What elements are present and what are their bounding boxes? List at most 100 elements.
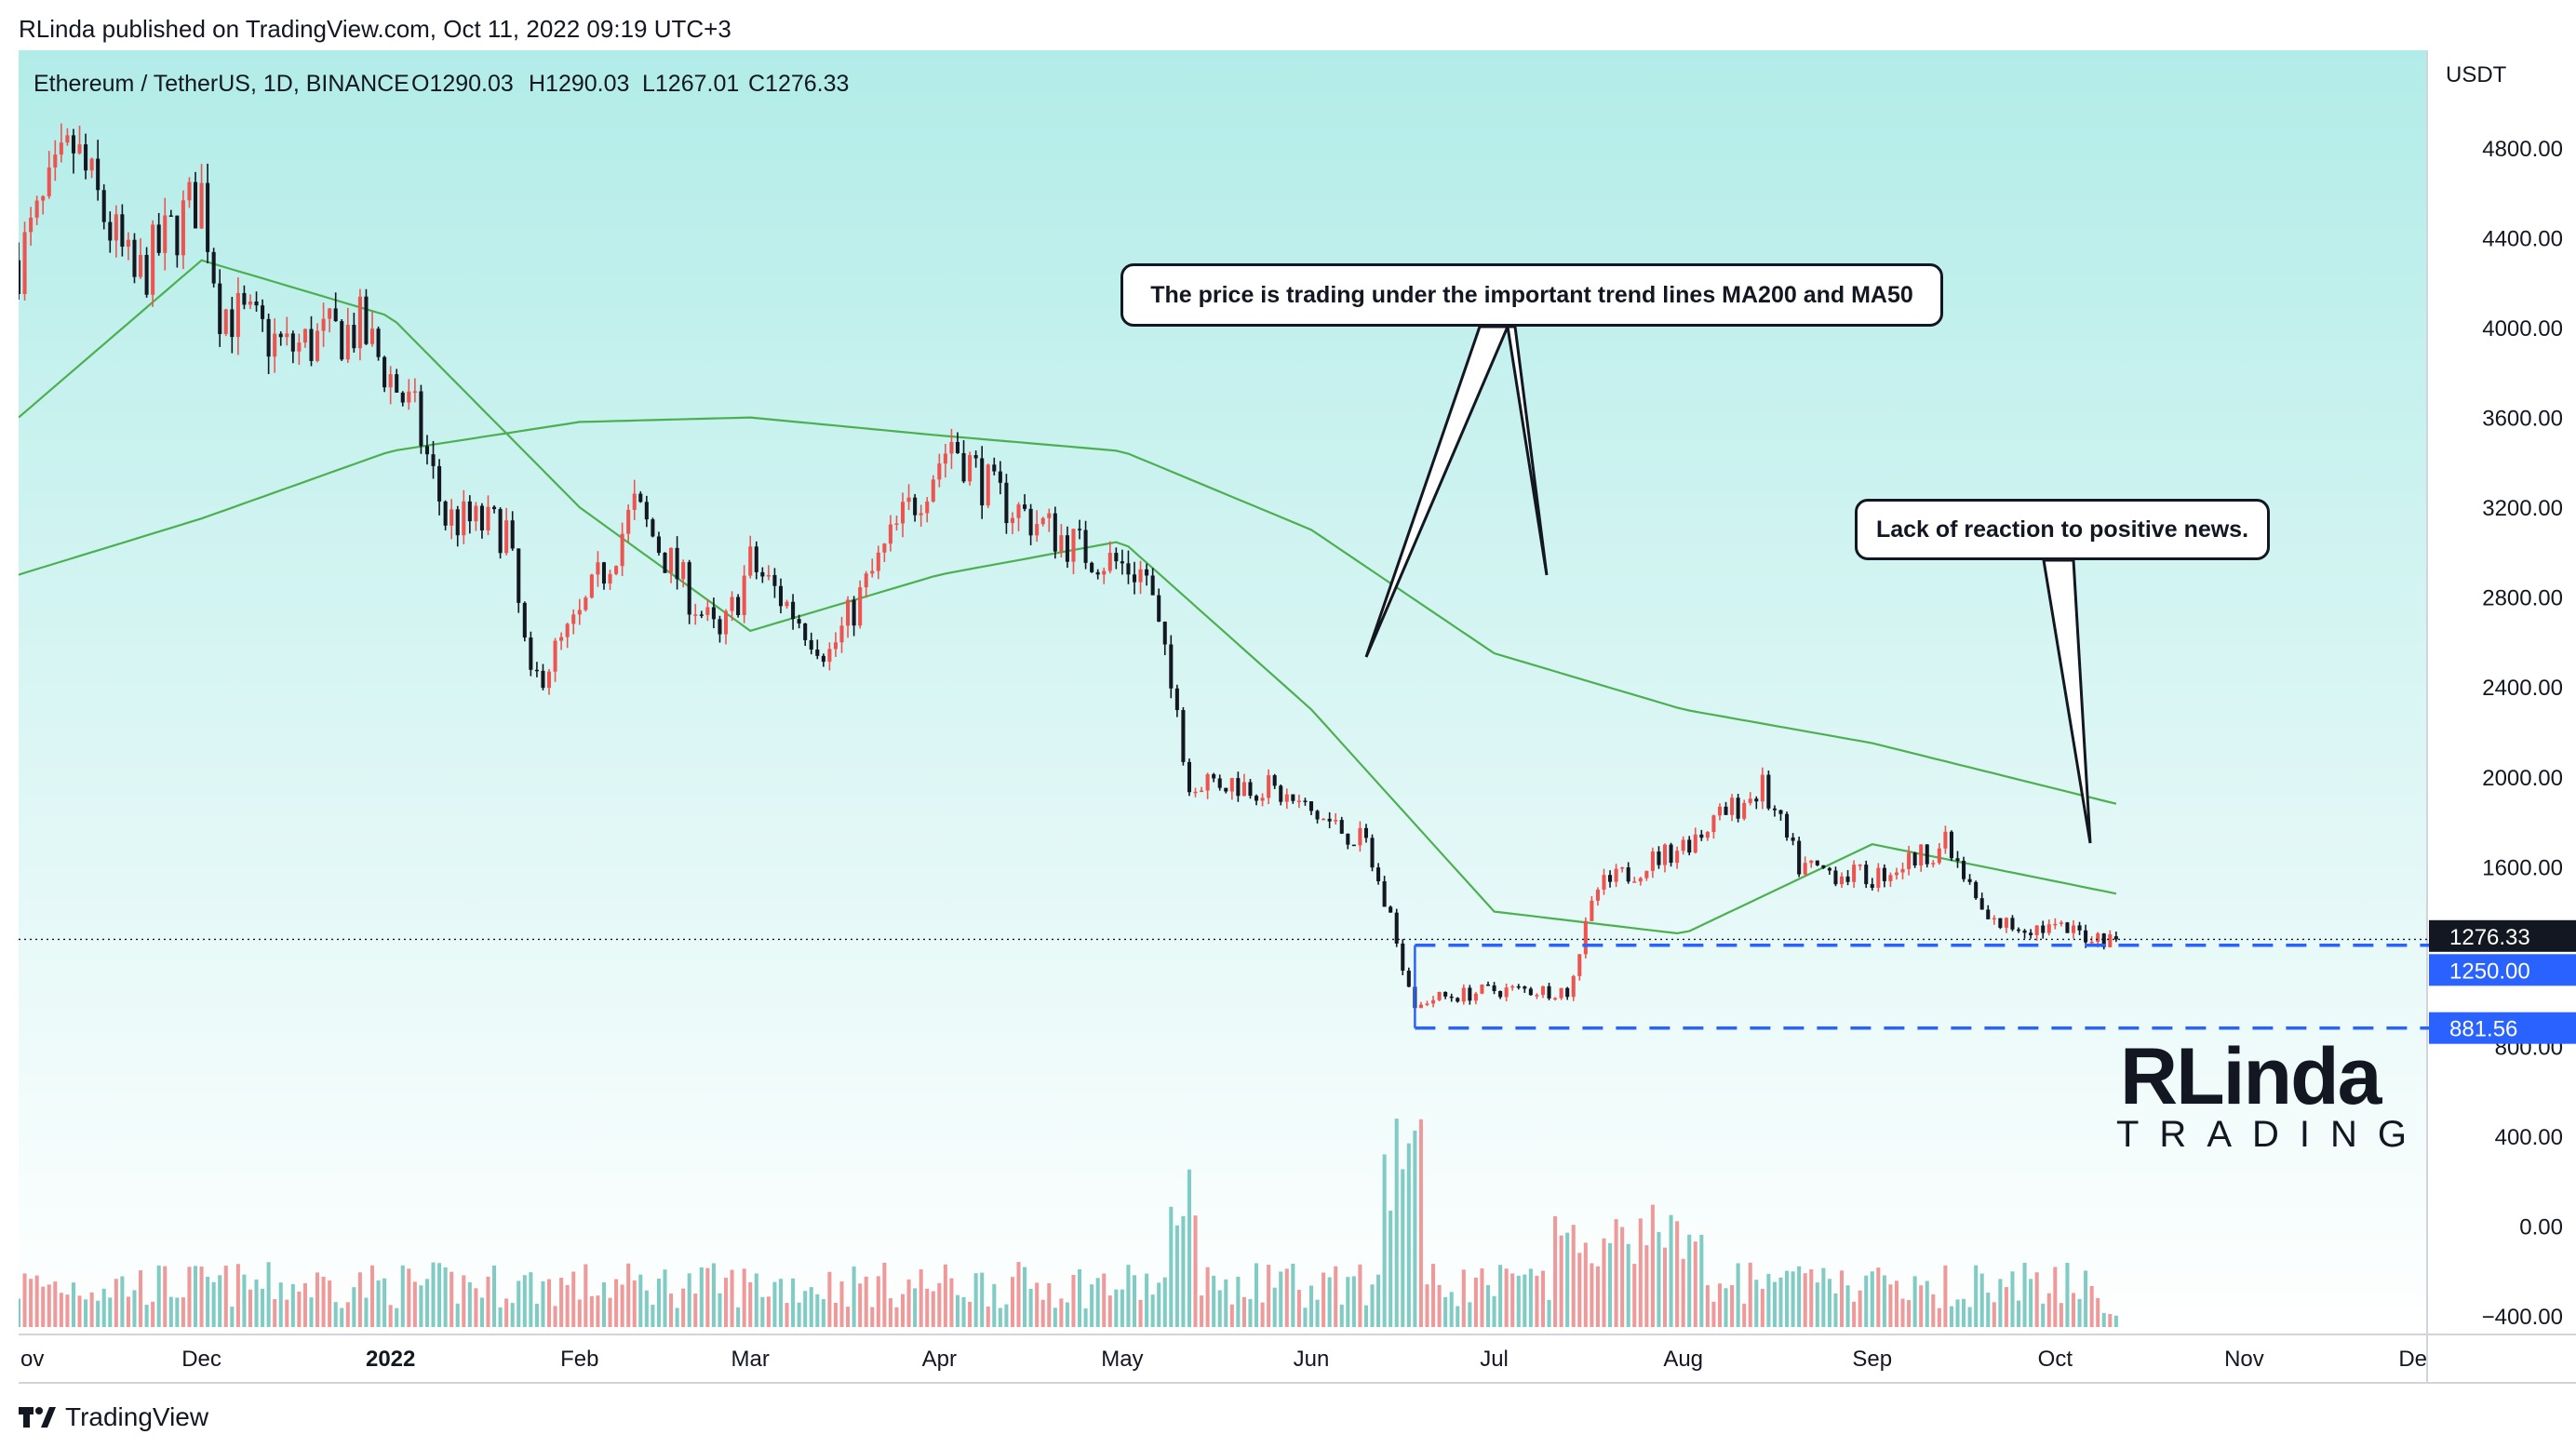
tradingview-logo-icon <box>19 1407 56 1428</box>
candle-body <box>1107 553 1112 571</box>
volume-bar <box>290 1283 295 1327</box>
tradingview-brand[interactable]: TradingView <box>19 1399 208 1436</box>
candle-body <box>839 625 844 643</box>
candle-body <box>1382 881 1387 907</box>
candle-body <box>1602 875 1606 891</box>
volume-bar <box>1334 1266 1338 1327</box>
volume-bar <box>1986 1292 1991 1327</box>
volume-bar <box>1833 1293 1838 1327</box>
candle-body <box>1687 839 1692 853</box>
candle-body <box>1083 530 1088 563</box>
volume-bar <box>656 1279 661 1327</box>
volume-bar <box>1363 1305 1369 1327</box>
candle-body <box>388 374 393 388</box>
candle-body <box>1711 815 1716 833</box>
price-tick-label: 2800.00 <box>2482 586 2563 611</box>
volume-bar <box>961 1297 966 1327</box>
volume-bar <box>1260 1302 1265 1327</box>
candle-body <box>211 251 216 284</box>
volume-bar <box>1730 1285 1735 1327</box>
volume-bar <box>1382 1154 1387 1327</box>
candle-body <box>1992 918 1996 920</box>
volume-bar <box>730 1269 734 1327</box>
candle-body <box>1181 710 1186 762</box>
candle-body <box>723 610 729 635</box>
candle-body <box>1449 996 1454 999</box>
candle-body <box>1315 811 1320 820</box>
volume-bar <box>1016 1262 1021 1327</box>
candle-body <box>1053 513 1057 552</box>
legend-high: H1290.03 <box>529 71 629 97</box>
volume-bar <box>601 1282 607 1327</box>
chart-frame[interactable]: 4800.00 4400.00 4000.00 3600.00 3200.00 2800.… <box>16 50 2576 1390</box>
candle-body <box>1943 831 1948 849</box>
volume-bar <box>474 1288 478 1327</box>
tradingview-wordmark: TradingView <box>65 1402 209 1431</box>
candle-body <box>1236 778 1241 797</box>
candle-body <box>437 465 442 502</box>
price-tick-label: 4400.00 <box>2482 227 2563 252</box>
candle-body <box>1363 827 1369 838</box>
volume-bar <box>2071 1293 2076 1327</box>
volume-bar <box>772 1281 777 1327</box>
candle-body <box>529 637 533 670</box>
volume-bar <box>1571 1225 1576 1327</box>
time-tick-label: 2022 <box>366 1347 415 1372</box>
volume-bar <box>651 1305 655 1327</box>
volume-bar <box>218 1275 222 1327</box>
candle-body <box>151 224 155 295</box>
volume-bar <box>163 1266 168 1327</box>
volume-bar <box>2089 1286 2094 1327</box>
volume-bar <box>297 1291 302 1327</box>
volume-bar <box>1236 1277 1241 1327</box>
candle-body <box>1418 1004 1423 1009</box>
price-tick-label: 2000.00 <box>2482 766 2563 791</box>
candle-body <box>1468 987 1472 1001</box>
time-tick-label: May <box>1101 1347 1143 1372</box>
price-tick-label: 4000.00 <box>2482 316 2563 342</box>
candle-body <box>120 214 125 248</box>
volume-bar <box>1291 1263 1295 1327</box>
price-chart[interactable]: 4800.00 4400.00 4000.00 3600.00 3200.00 2800.… <box>16 50 2576 1390</box>
volume-bar <box>1358 1264 1362 1327</box>
candle-body <box>894 523 899 525</box>
candle-body <box>1065 535 1069 562</box>
candle-body <box>1772 808 1777 811</box>
volume-bar <box>1657 1231 1661 1327</box>
volume-bar <box>827 1271 832 1327</box>
candle-body <box>1279 785 1283 802</box>
volume-bar <box>565 1284 570 1327</box>
candle-body <box>193 181 198 229</box>
volume-bar <box>815 1294 820 1327</box>
candle-body <box>47 167 51 196</box>
candle-body <box>1394 912 1399 944</box>
candle-body <box>163 215 168 253</box>
candle-body <box>2016 929 2021 932</box>
time-tick-label: Nov <box>2224 1347 2264 1372</box>
candle-body <box>345 325 350 360</box>
volume-bar <box>1724 1288 1728 1327</box>
volume-bar <box>1943 1265 1948 1327</box>
callout-news-pointer <box>2042 558 2092 844</box>
volume-bar <box>577 1299 582 1327</box>
candle-body <box>1095 571 1100 575</box>
price-tick-label: 2400.00 <box>2482 676 2563 701</box>
volume-bar <box>369 1265 375 1327</box>
volume-bar <box>2101 1312 2106 1327</box>
volume-bar <box>2029 1279 2033 1327</box>
candle-body <box>718 619 722 635</box>
volume-bar <box>462 1275 466 1327</box>
volume-bar <box>1778 1277 1783 1327</box>
candle-body <box>248 301 253 305</box>
volume-bar <box>955 1294 960 1327</box>
candle-body <box>1193 791 1198 794</box>
volume-bar <box>1949 1306 1953 1327</box>
candle-body <box>168 215 173 217</box>
candle-body <box>1998 918 2003 928</box>
candle-body <box>1212 774 1216 779</box>
candle-body <box>748 546 753 576</box>
candle-body <box>1272 775 1277 786</box>
volume-bar <box>571 1271 576 1327</box>
volume-bar <box>1821 1267 1826 1327</box>
candle-body <box>1632 881 1637 883</box>
